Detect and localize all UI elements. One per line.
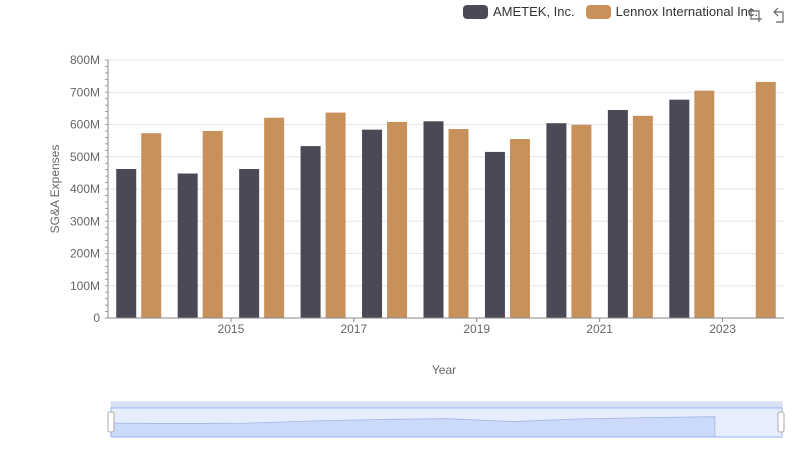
bar-ametek-2023[interactable]: [669, 99, 690, 318]
y-axis-label: SG&A Expenses: [48, 145, 62, 234]
bars: [116, 81, 776, 319]
slider-handle-left[interactable]: [107, 411, 115, 433]
y-axis: 0 100M 200M 300M 400M 500M 600M 700M 800M: [70, 53, 109, 325]
y-tick-label: 500M: [70, 150, 100, 164]
x-axis-label: Year: [432, 363, 456, 377]
bar-ametek-2022[interactable]: [607, 109, 628, 318]
bar-ametek-2017[interactable]: [300, 146, 321, 318]
bar-ametek-2021[interactable]: [546, 123, 567, 319]
restore-icon[interactable]: [773, 7, 789, 23]
bar-lennox-2018[interactable]: [387, 121, 408, 318]
bar-lennox-2014[interactable]: [141, 133, 162, 318]
bar-lennox-2020[interactable]: [509, 139, 530, 318]
y-tick-label: 300M: [70, 214, 100, 228]
bar-ametek-2016[interactable]: [239, 169, 260, 318]
slider-selection[interactable]: [110, 407, 783, 438]
x-axis: 2015 2017 2019 2021 2023: [108, 317, 784, 336]
y-tick-label: 100M: [70, 279, 100, 293]
y-tick-label: 400M: [70, 182, 100, 196]
zoom-icon[interactable]: [747, 7, 763, 23]
bar-ametek-2019[interactable]: [423, 121, 444, 319]
bar-lennox-2017[interactable]: [325, 112, 346, 318]
x-tick-label: 2019: [463, 322, 490, 336]
bar-lennox-2024[interactable]: [755, 81, 776, 319]
bar-ametek-2015[interactable]: [177, 173, 198, 318]
y-tick-label: 800M: [70, 53, 100, 67]
bar-lennox-2015[interactable]: [202, 130, 223, 318]
bar-lennox-2023[interactable]: [694, 90, 715, 318]
y-tick-label: 700M: [70, 85, 100, 99]
bar-lennox-2022[interactable]: [632, 115, 653, 318]
bar-ametek-2018[interactable]: [362, 129, 383, 318]
x-tick-label: 2015: [218, 322, 245, 336]
legend-swatch-ametek: [463, 4, 488, 19]
chart-legend: AMETEK, Inc. Lennox International Inc.: [463, 4, 769, 19]
slider-preview-area: [110, 416, 782, 438]
y-tick-label: 600M: [70, 118, 100, 132]
bar-lennox-2016[interactable]: [264, 117, 285, 318]
y-tick-label: 200M: [70, 247, 100, 261]
x-tick-label: 2017: [340, 322, 367, 336]
data-zoom-slider[interactable]: [107, 401, 785, 438]
legend-swatch-lennox: [585, 4, 611, 19]
slider-handle-right[interactable]: [777, 411, 785, 433]
x-tick-label: 2021: [586, 322, 613, 336]
legend-item-ametek[interactable]: AMETEK, Inc.: [463, 4, 575, 19]
bar-ametek-2020[interactable]: [484, 151, 505, 318]
legend-label-ametek: AMETEK, Inc.: [493, 4, 575, 19]
legend-label-lennox: Lennox International Inc.: [615, 4, 759, 19]
bar-lennox-2021[interactable]: [571, 124, 592, 318]
legend-item-lennox[interactable]: Lennox International Inc.: [585, 4, 759, 19]
bar-ametek-2014[interactable]: [116, 169, 137, 318]
y-tick-label: 0: [93, 311, 100, 325]
x-tick-label: 2023: [709, 322, 736, 336]
bar-lennox-2019[interactable]: [448, 129, 469, 318]
